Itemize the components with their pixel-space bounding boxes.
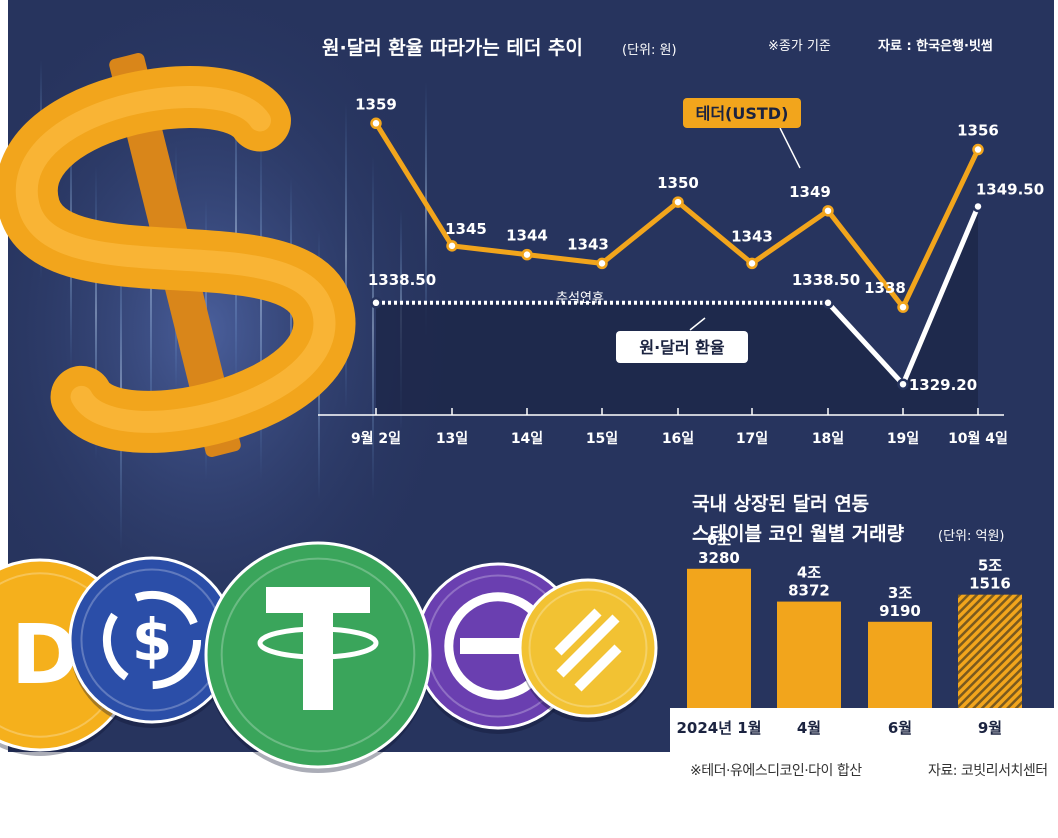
tether-point	[672, 196, 684, 208]
line-chart-labels: 1359 1345 1344 1343 1350 1343 1349 1338 1356 1338…	[355, 95, 1044, 394]
krw-value-label: 1338.50	[792, 271, 860, 289]
dollar-sign-icon	[0, 53, 356, 457]
tether-point	[897, 301, 909, 313]
rate-shaded-area	[376, 206, 978, 415]
usdc-coin-icon: $	[68, 556, 236, 728]
busd-coin-icon	[518, 578, 658, 722]
bar	[777, 601, 841, 708]
bar-chart-title-line2: 스테이블 코인 월별 거래량	[692, 523, 905, 545]
data-streak	[425, 82, 427, 340]
bar-axis-band	[670, 708, 1054, 752]
tether-point	[822, 205, 834, 217]
tether-value-label: 1349	[789, 183, 831, 201]
bar-category-label: 6월	[888, 719, 912, 737]
data-streak	[235, 71, 237, 390]
tether-point	[972, 143, 984, 156]
tether-coin-icon	[204, 541, 432, 773]
tether-value-label: 1343	[567, 235, 609, 253]
bar-chart-bars	[687, 568, 1022, 708]
tether-value-label: 1359	[355, 95, 397, 113]
bar-chart-title-line1: 국내 상장된 달러 연동	[692, 493, 869, 515]
tether-value-label: 1350	[657, 174, 699, 192]
svg-text:$: $	[132, 606, 172, 674]
bar-category-label: 9월	[978, 719, 1002, 737]
data-streak	[372, 156, 374, 500]
tether-point	[446, 240, 458, 252]
data-streak	[120, 219, 122, 550]
bar-value-label-line2: 8372	[788, 582, 830, 600]
line-chart-note: ※종가 기준	[768, 39, 831, 54]
tether-value-label: 1338	[864, 279, 906, 297]
line-chart-area	[376, 206, 978, 415]
x-tick-label: 15일	[586, 431, 618, 447]
x-axis: 9월 2일 13일 14일 15일 16일 17일 18일 19일 10월 4일	[318, 408, 1008, 447]
tether-callout-line	[779, 127, 801, 169]
tether-point	[596, 257, 608, 270]
tether-value-label: 1343	[731, 227, 773, 245]
bar-value-label-line2: 1516	[969, 575, 1011, 593]
krw-legend-box	[616, 331, 748, 363]
tether-value-label: 1344	[506, 227, 548, 245]
bar	[868, 621, 932, 708]
data-streak	[260, 124, 262, 480]
bar-value-label-line2: 3280	[698, 549, 740, 567]
bar-value-label-line1: 5조	[978, 557, 1002, 575]
stablecoin-icons: D $	[0, 541, 658, 773]
krw-point	[897, 378, 909, 390]
x-tick-label: 14일	[511, 431, 543, 447]
x-tick-label: 19일	[887, 431, 919, 447]
x-tick-label: 18일	[812, 431, 844, 447]
bar-category-label: 2024년 1월	[676, 719, 761, 737]
bar-category-label: 4월	[797, 719, 821, 737]
x-tick-label: 9월 2일	[351, 430, 401, 447]
svg-text:D: D	[11, 608, 79, 703]
bar-chart-unit: (단위: 억원)	[938, 529, 1005, 544]
line-chart-title: 원·달러 환율 따라가는 테더 추이	[322, 37, 583, 59]
krw-point	[972, 200, 984, 213]
tether-point	[370, 117, 382, 130]
line-chart-unit: (단위: 원)	[622, 43, 677, 58]
krw-value-label: 1338.50	[368, 271, 436, 289]
krw-callout-line	[689, 317, 706, 331]
footer-note: ※테더·유에스디코인·다이 합산	[690, 763, 862, 779]
tether-point	[521, 248, 533, 261]
bar-value-label-line2: 9190	[879, 602, 921, 620]
tether-legend-box	[683, 98, 801, 128]
x-tick-label: 13일	[436, 431, 468, 447]
x-tick-label: 10월 4일	[948, 430, 1008, 447]
bar	[958, 594, 1022, 708]
holiday-label: 추석연휴	[556, 291, 604, 306]
tether-legend-label: 테더(USTD)	[696, 104, 789, 123]
bar-value-label-line1: 4조	[797, 564, 821, 582]
krw-value-label: 1349.50	[976, 180, 1044, 198]
krw-point	[822, 297, 834, 309]
krw-legend-label: 원·달러 환율	[639, 338, 725, 357]
data-streak	[95, 166, 97, 460]
bar-value-label-line1: 6조	[707, 531, 731, 549]
x-tick-label: 17일	[736, 431, 768, 447]
data-streak	[345, 103, 347, 410]
x-tick-label: 16일	[662, 431, 694, 447]
bar-value-label-line1: 3조	[888, 584, 912, 602]
krw-value-label: 1329.20	[909, 376, 977, 394]
tether-point	[746, 257, 758, 270]
krw-point	[370, 297, 382, 309]
tether-value-label: 1345	[445, 220, 487, 238]
footer-source: 자료: 코빗리서치센터	[928, 763, 1048, 779]
line-chart-series	[370, 117, 984, 390]
bar	[687, 568, 751, 708]
line-chart-source: 자료 : 한국은행·빗썸	[878, 38, 993, 54]
tether-value-label: 1356	[957, 122, 999, 140]
